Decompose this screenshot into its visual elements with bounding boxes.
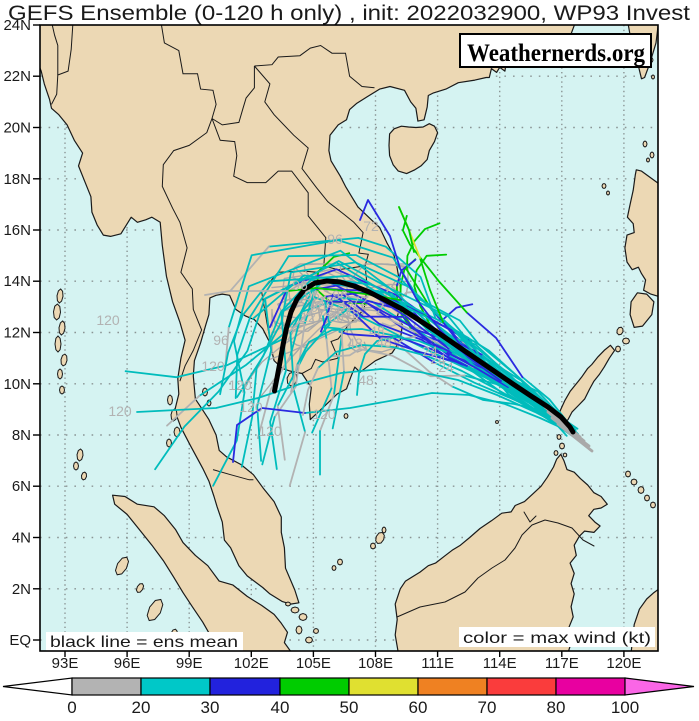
svg-text:96: 96 [304,287,320,303]
svg-text:22N: 22N [3,68,31,85]
svg-text:2N: 2N [12,581,31,598]
svg-text:80: 80 [547,698,566,716]
svg-text:10N: 10N [3,376,31,393]
svg-text:96: 96 [332,287,348,303]
svg-text:12N: 12N [3,325,31,342]
svg-text:60: 60 [409,698,428,716]
svg-text:48: 48 [376,334,392,350]
svg-text:93E: 93E [52,655,79,672]
svg-text:96: 96 [213,332,229,348]
svg-text:Weathernerds.org: Weathernerds.org [467,40,645,67]
svg-text:100: 100 [611,698,639,716]
svg-text:102E: 102E [234,655,269,672]
svg-text:8N: 8N [12,427,31,444]
svg-text:24: 24 [325,303,341,319]
svg-text:120: 120 [96,312,120,328]
svg-text:96: 96 [327,231,343,247]
svg-text:20: 20 [132,698,151,716]
svg-text:48: 48 [369,323,385,339]
svg-text:18: 18 [318,293,334,309]
svg-text:111E: 111E [421,655,454,672]
svg-text:120: 120 [228,377,252,393]
svg-text:24: 24 [430,351,446,367]
svg-text:18N: 18N [3,171,31,188]
svg-text:00: 00 [310,299,326,315]
svg-text:108E: 108E [358,655,393,672]
svg-text:96: 96 [292,277,308,293]
svg-text:70: 70 [478,698,497,716]
svg-text:120: 120 [239,399,263,415]
svg-text:96E: 96E [114,655,141,672]
svg-text:0: 0 [67,698,76,716]
svg-text:99E: 99E [176,655,203,672]
svg-text:120: 120 [258,423,282,439]
svg-text:6N: 6N [12,478,31,495]
svg-text:06: 06 [328,309,344,325]
svg-text:72: 72 [363,218,379,234]
svg-text:24: 24 [422,343,438,359]
svg-text:48: 48 [347,335,363,351]
svg-text:42: 42 [338,298,354,314]
svg-text:color = max wind (kt): color = max wind (kt) [463,630,651,647]
svg-text:120E: 120E [606,655,641,672]
svg-text:EQ: EQ [9,632,31,649]
svg-text:24N: 24N [3,17,31,34]
svg-text:117E: 117E [545,655,579,672]
svg-text:48: 48 [344,305,360,321]
svg-text:120: 120 [201,358,225,374]
svg-text:20N: 20N [3,120,31,137]
svg-text:120: 120 [312,406,336,422]
svg-text:black line = ens mean: black line = ens mean [50,634,238,651]
svg-text:4N: 4N [12,530,31,547]
svg-text:114E: 114E [483,655,517,672]
svg-text:12: 12 [300,309,316,325]
svg-text:24: 24 [438,359,454,375]
svg-text:120: 120 [108,403,132,419]
svg-text:50: 50 [340,698,359,716]
svg-text:14N: 14N [3,273,31,290]
svg-text:30: 30 [201,698,220,716]
svg-text:105E: 105E [296,655,331,672]
svg-text:16N: 16N [3,222,31,239]
svg-text:72: 72 [352,293,368,309]
svg-text:40: 40 [271,698,290,716]
svg-text:48: 48 [358,372,374,388]
svg-text:GEFS Ensemble (0-120 h only) ,: GEFS Ensemble (0-120 h only) , init: 202… [8,2,690,25]
